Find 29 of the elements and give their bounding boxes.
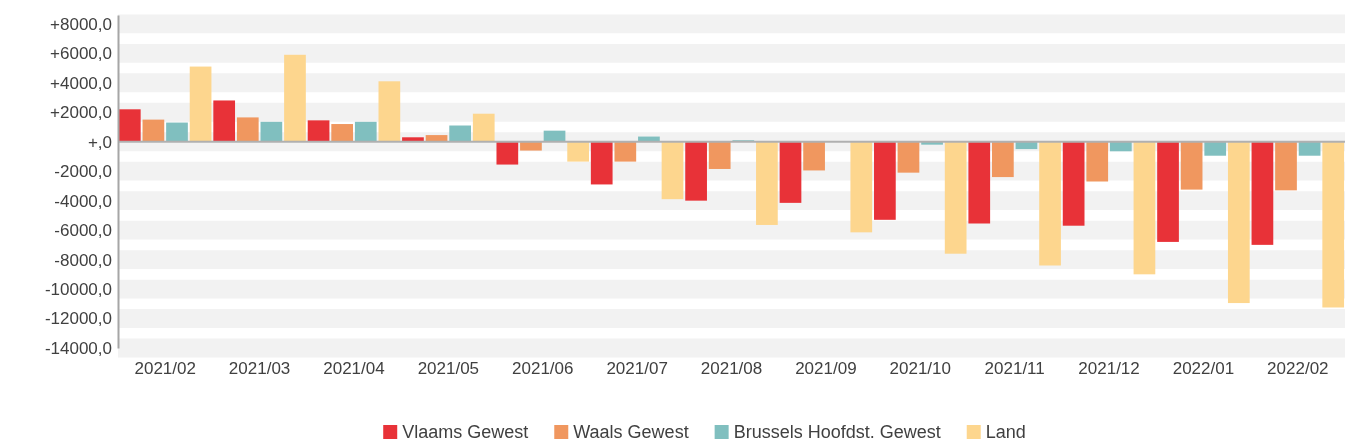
x-tick-label: 2021/10 bbox=[889, 359, 951, 379]
x-tick-label: 2021/04 bbox=[323, 359, 385, 379]
y-tick-label: +6000,0 bbox=[50, 44, 112, 64]
legend-label: Waals Gewest bbox=[573, 422, 689, 441]
y-tick-label: -12000,0 bbox=[44, 309, 112, 329]
x-tick-label: 2021/09 bbox=[795, 359, 857, 379]
y-tick-label: -14000,0 bbox=[44, 338, 112, 358]
x-tick-label: 2021/07 bbox=[606, 359, 668, 379]
legend-label: Brussels Hoofdst. Gewest bbox=[733, 422, 941, 441]
y-tick-label: -8000,0 bbox=[54, 250, 112, 270]
y-tick-label: -6000,0 bbox=[54, 221, 112, 241]
x-tick-label: 2021/12 bbox=[1078, 359, 1140, 379]
y-tick-label: -4000,0 bbox=[54, 191, 112, 211]
x-tick-label: 2022/01 bbox=[1172, 359, 1235, 379]
legend-label: Land bbox=[985, 422, 1026, 441]
x-tick-label: 2021/03 bbox=[228, 359, 291, 379]
x-tick-label: 2021/08 bbox=[700, 359, 763, 379]
x-tick-label: 2022/02 bbox=[1267, 359, 1329, 379]
x-tick-label: 2021/06 bbox=[512, 359, 574, 379]
y-tick-label: +4000,0 bbox=[50, 73, 112, 93]
y-tick-label: +8000,0 bbox=[50, 14, 112, 34]
x-tick-label: 2021/11 bbox=[984, 359, 1045, 379]
y-tick-label: +,0 bbox=[87, 132, 112, 152]
x-tick-label: 2021/05 bbox=[417, 359, 480, 379]
y-tick-label: +2000,0 bbox=[50, 103, 112, 123]
y-tick-label: -2000,0 bbox=[54, 162, 112, 182]
x-tick-label: 2021/02 bbox=[134, 359, 196, 379]
legend-label: Vlaams Gewest bbox=[402, 422, 529, 441]
y-tick-label: -10000,0 bbox=[44, 280, 112, 299]
